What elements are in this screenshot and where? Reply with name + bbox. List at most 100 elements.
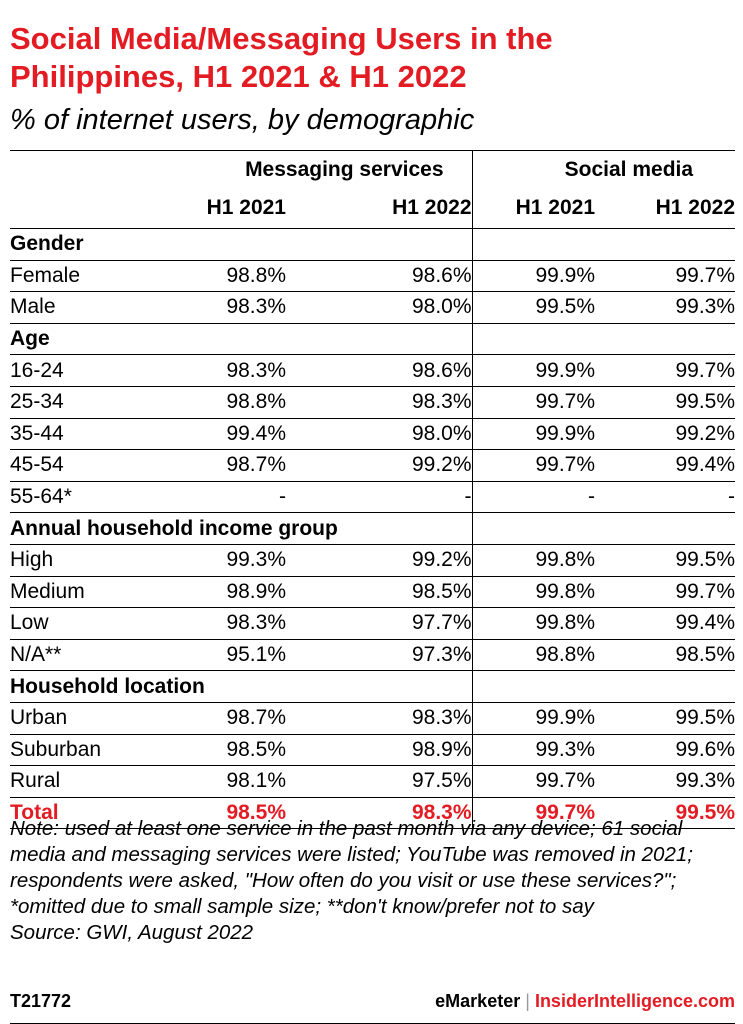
total-row: Total 98.5% 98.3% 99.7% 99.5% (10, 797, 736, 829)
section-label: Annual household income group (10, 516, 338, 540)
row-label: 45-54 (10, 453, 64, 477)
chart-id: T21772 (10, 991, 72, 1011)
data-cell: 99.7% (471, 449, 596, 482)
data-cell: 97.5% (411, 769, 472, 793)
data-cell: 98.9% (411, 737, 472, 761)
data-cell: 98.3% (226, 295, 286, 319)
table-row: 35-44 99.4% 98.0% 99.9% 99.2% (10, 418, 736, 450)
data-cell: 98.8% (226, 263, 286, 287)
section-header-row: Household location (10, 670, 736, 703)
data-cell: 99.3% (675, 769, 736, 793)
brand-insider-intelligence: InsiderIntelligence.com (534, 991, 735, 1011)
data-cell: 99.9% (471, 702, 596, 734)
table-row: Female 98.8% 98.6% 99.9% 99.7% (10, 260, 736, 292)
data-cell: 99.8% (471, 607, 596, 640)
data-cell: 98.3% (411, 706, 472, 730)
table-row: 45-54 98.7% 99.2% 99.7% 99.4% (10, 449, 736, 482)
data-cell: 98.7% (226, 453, 286, 477)
data-cell: 99.5% (675, 390, 736, 414)
data-cell: - (728, 485, 736, 509)
data-cell: 99.9% (471, 418, 596, 450)
header-blank (10, 188, 183, 229)
data-cell: 99.4% (675, 453, 736, 477)
row-label: 35-44 (10, 421, 64, 445)
data-cell: 98.8% (226, 390, 286, 414)
row-label: Female (10, 263, 81, 287)
table-row: Male 98.3% 98.0% 99.5% 99.3% (10, 291, 736, 324)
section-label: Household location (10, 674, 205, 698)
data-cell: 98.7% (226, 706, 286, 730)
data-cell: 98.1% (226, 769, 286, 793)
data-cell: 98.0% (411, 421, 472, 445)
section-empty (471, 670, 736, 703)
brand-emarketer: eMarketer (435, 991, 521, 1011)
table-body: Gender Female 98.8% 98.6% 99.9% 99.7% Male 98.3… (10, 228, 736, 829)
data-cell: 99.5% (471, 291, 596, 324)
table-row: 16-24 98.3% 98.6% 99.9% 99.7% (10, 354, 736, 387)
period-header-row: H1 2021 H1 2022 H1 2021 H1 2022 (10, 188, 736, 229)
data-cell: 99.7% (675, 358, 736, 382)
period-header: H1 2022 (286, 188, 473, 229)
data-cell: 99.7% (675, 579, 736, 603)
section-header-row: Age (10, 323, 736, 355)
data-cell: - (464, 485, 472, 509)
table-row: Urban 98.7% 98.3% 99.9% 99.5% (10, 702, 736, 734)
table-row: Medium 98.9% 98.5% 99.8% 99.7% (10, 576, 736, 608)
section-empty (471, 512, 736, 545)
brand-separator: | (525, 991, 530, 1011)
data-cell: 95.1% (226, 643, 286, 667)
group-header-row: Messaging services Social media (10, 151, 736, 188)
data-table: Messaging services Social media H1 2021 … (10, 151, 736, 829)
row-label: Total (10, 800, 59, 824)
data-cell: 98.5% (411, 579, 472, 603)
data-cell: 98.5% (675, 643, 736, 667)
header-blank (10, 151, 183, 188)
data-cell: 99.7% (471, 765, 596, 798)
group-header-messaging: Messaging services (245, 157, 444, 181)
row-label: N/A** (10, 643, 62, 667)
data-cell: - (279, 485, 286, 509)
data-cell: 99.4% (675, 611, 736, 635)
data-cell: 97.7% (411, 611, 472, 635)
table-row: N/A** 95.1% 97.3% 98.8% 98.5% (10, 639, 736, 671)
period-header: H1 2021 (183, 188, 286, 229)
data-cell: 99.2% (675, 421, 736, 445)
notes-block: Note: used at least one service in the p… (10, 816, 735, 946)
source-text: Source: GWI, August 2022 (10, 921, 254, 944)
table-row: 55-64* - - - - (10, 481, 736, 513)
data-cell: 97.3% (411, 643, 472, 667)
row-label: Low (10, 611, 49, 635)
data-cell: 99.2% (411, 548, 472, 572)
row-label: Suburban (10, 737, 102, 761)
data-cell: 99.7% (675, 263, 736, 287)
data-cell: 99.3% (471, 734, 596, 766)
period-header: H1 2021 (471, 188, 596, 229)
chart-title: Social Media/Messaging Users in the Phil… (10, 21, 553, 94)
row-label: 16-24 (10, 358, 64, 382)
data-cell: 98.6% (411, 358, 472, 382)
section-empty (471, 323, 736, 355)
data-cell: 99.5% (675, 548, 736, 572)
table-row: Suburban 98.5% 98.9% 99.3% 99.6% (10, 734, 736, 766)
data-cell: 99.5% (675, 706, 736, 730)
data-cell: 99.3% (226, 548, 286, 572)
table-row: High 99.3% 99.2% 99.8% 99.5% (10, 544, 736, 577)
row-label: Medium (10, 579, 85, 603)
data-cell: 98.3% (411, 800, 472, 824)
data-cell: 98.6% (411, 263, 472, 287)
data-cell: 98.0% (411, 295, 472, 319)
data-cell: 99.4% (226, 421, 286, 445)
period-header: H1 2022 (595, 188, 736, 229)
row-label: Rural (10, 769, 61, 793)
data-cell: - (471, 481, 596, 513)
brand: eMarketer | InsiderIntelligence.com (435, 991, 735, 1012)
section-label: Age (10, 327, 50, 351)
data-cell: 99.9% (471, 260, 596, 292)
top-rule (10, 150, 735, 151)
row-label: Urban (10, 706, 68, 730)
section-header-row: Annual household income group (10, 512, 736, 545)
data-cell: 99.7% (471, 386, 596, 419)
data-cell: 99.2% (411, 453, 472, 477)
data-cell: 99.5% (675, 800, 736, 824)
data-cell: 99.6% (675, 737, 736, 761)
